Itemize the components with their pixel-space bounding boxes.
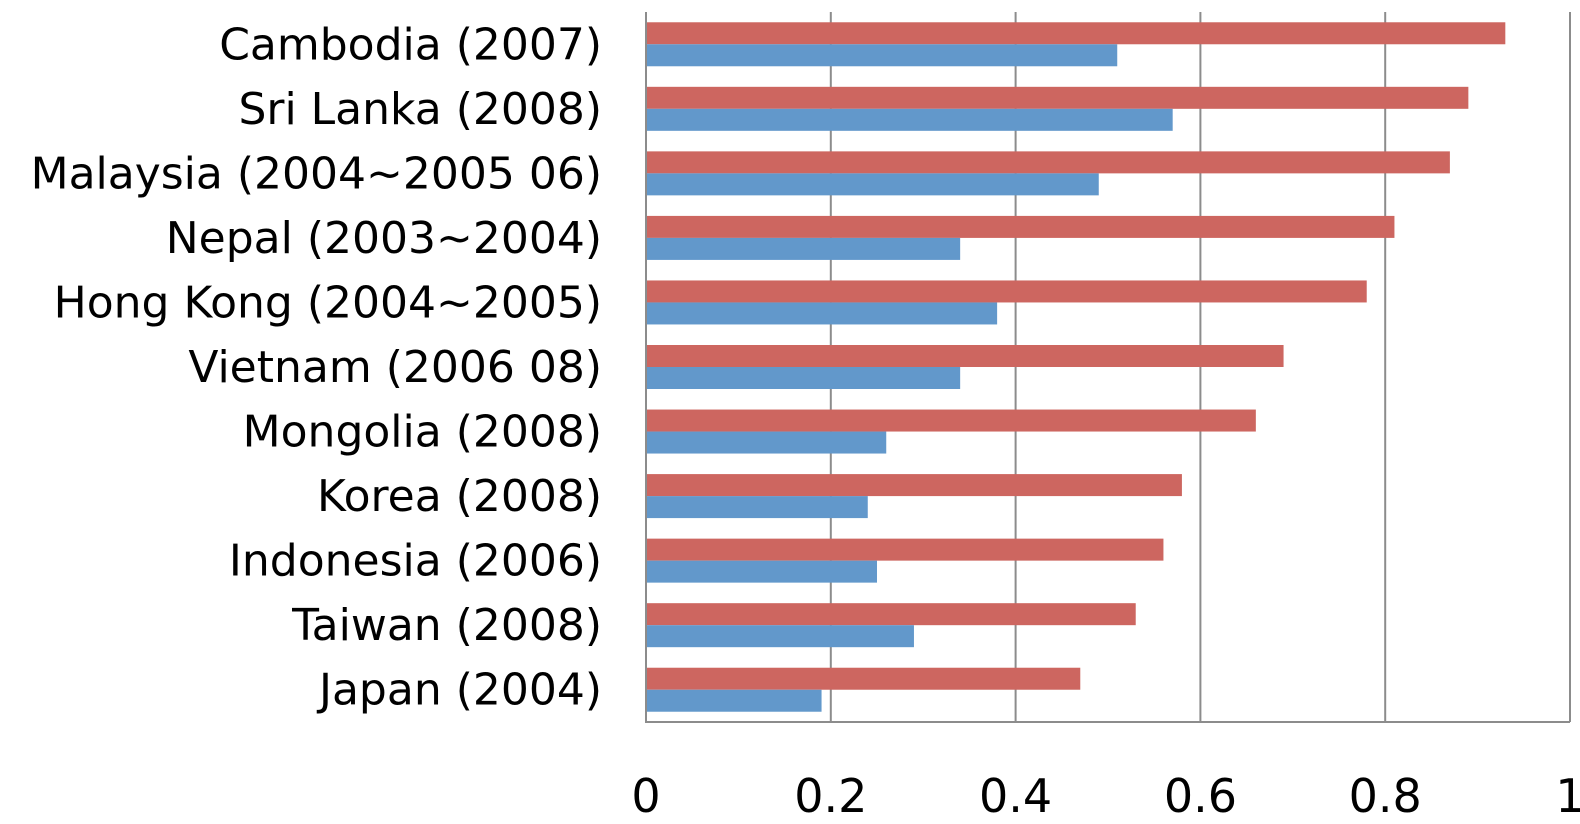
axes: [645, 12, 1570, 723]
bar: [646, 496, 868, 519]
x-tick-label: 0: [631, 769, 660, 823]
x-tick-label: 0.6: [1164, 769, 1237, 823]
bar: [646, 22, 1506, 45]
category-label: Korea (2008): [317, 471, 602, 522]
category-label: Japan (2004): [316, 665, 602, 716]
tick-labels: 0 0.2 0.4 0.6 0.8 1: [631, 769, 1580, 823]
category-label: Cambodia (2007): [219, 19, 602, 70]
bar: [646, 367, 961, 389]
bar: [646, 215, 1395, 238]
bar: [646, 44, 1118, 67]
category-label: Vietnam (2006 08): [188, 342, 602, 393]
category-label: Sri Lanka (2008): [238, 84, 602, 135]
bar: [646, 86, 1469, 109]
bar: [646, 151, 1450, 174]
bar: [646, 280, 1367, 303]
x-tick-label: 0.8: [1349, 769, 1422, 823]
bar: [646, 560, 877, 583]
category-label: Mongolia (2008): [243, 407, 602, 458]
bar: [646, 538, 1164, 561]
category-label: Hong Kong (2004~2005): [54, 277, 602, 328]
bar: [646, 431, 887, 454]
bar: [646, 474, 1182, 497]
x-tick-label: 0.4: [979, 769, 1052, 823]
bar: [646, 345, 1284, 367]
bar: [646, 173, 1099, 196]
x-tick-label: 1: [1555, 769, 1580, 823]
bar: [646, 603, 1136, 626]
bar: [646, 625, 914, 648]
category-label: Taiwan (2008): [291, 600, 602, 651]
category-label: Malaysia (2004~2005 06): [31, 148, 602, 199]
bar: [646, 237, 961, 260]
bars: [646, 22, 1506, 712]
bar: [646, 689, 822, 712]
bar: [646, 667, 1081, 690]
category-label: Indonesia (2006): [229, 536, 602, 587]
bar: [646, 302, 998, 325]
category-labels: Cambodia (2007) Sri Lanka (2008) Malaysia …: [31, 19, 602, 715]
x-tick-label: 0.2: [794, 769, 867, 823]
category-label: Nepal (2003~2004): [166, 213, 602, 264]
bar: [646, 108, 1173, 131]
bar: [646, 409, 1256, 432]
